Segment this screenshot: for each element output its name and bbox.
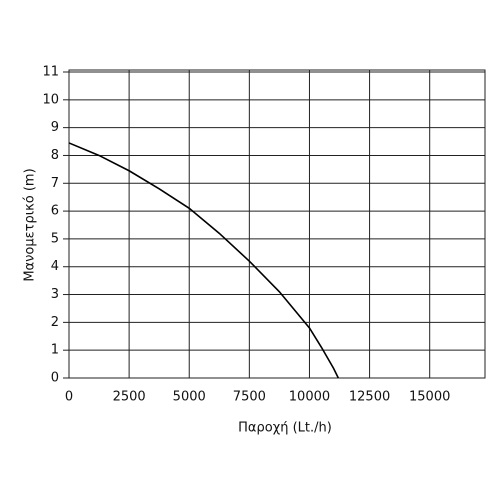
x-tick-label: 5000 [173, 390, 206, 405]
x-tick-label: 2500 [113, 390, 146, 405]
x-tick-label: 12500 [349, 390, 390, 405]
x-tick-label: 0 [65, 390, 73, 405]
y-tick-label: 2 [51, 315, 59, 330]
plot-frame [68, 69, 486, 379]
y-axis-title: Μανομετρικό (m) [23, 168, 38, 281]
y-tick-label: 0 [51, 371, 59, 386]
y-tick-label: 1 [51, 343, 59, 358]
y-tick-label: 3 [51, 287, 59, 302]
y-tick-label: 6 [51, 204, 59, 219]
y-tick-label: 10 [42, 92, 59, 107]
x-tick-label: 10000 [289, 390, 330, 405]
x-axis-title: Παροχή (Lt./h) [238, 421, 332, 436]
y-tick-label: 7 [51, 176, 59, 191]
y-tick-label: 5 [51, 231, 59, 246]
y-tick-label: 9 [51, 120, 59, 135]
y-tick-label: 11 [42, 65, 59, 80]
y-tick-label: 8 [51, 148, 59, 163]
x-tick-label: 7500 [233, 390, 266, 405]
line [68, 142, 340, 379]
y-tick-label: 4 [51, 259, 59, 274]
x-tick-label: 15000 [409, 390, 450, 405]
